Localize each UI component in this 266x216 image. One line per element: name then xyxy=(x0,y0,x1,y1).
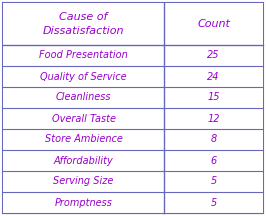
Text: Cause of
Dissatisfaction: Cause of Dissatisfaction xyxy=(43,12,124,36)
Text: Overall Taste: Overall Taste xyxy=(52,113,116,124)
Text: Quality of Service: Quality of Service xyxy=(40,71,127,81)
Text: 25: 25 xyxy=(207,51,220,60)
Text: 8: 8 xyxy=(210,135,217,145)
Text: Store Ambience: Store Ambience xyxy=(45,135,123,145)
Text: 5: 5 xyxy=(210,197,217,208)
Bar xyxy=(3,66,263,87)
Bar xyxy=(3,3,263,45)
Bar xyxy=(3,87,263,108)
Text: Affordability: Affordability xyxy=(54,156,114,165)
Text: Cleanliness: Cleanliness xyxy=(56,92,111,103)
Bar xyxy=(3,108,263,129)
Text: 24: 24 xyxy=(207,71,220,81)
Text: 5: 5 xyxy=(210,176,217,186)
Text: Count: Count xyxy=(197,19,230,29)
Text: Promptness: Promptness xyxy=(55,197,113,208)
Text: Food Presentation: Food Presentation xyxy=(39,51,128,60)
Bar xyxy=(3,129,263,150)
Bar xyxy=(3,192,263,213)
Text: 12: 12 xyxy=(207,113,220,124)
Bar xyxy=(3,150,263,171)
Bar xyxy=(3,45,263,66)
Text: 6: 6 xyxy=(210,156,217,165)
Text: Serving Size: Serving Size xyxy=(53,176,114,186)
Bar xyxy=(3,171,263,192)
Text: 15: 15 xyxy=(207,92,220,103)
